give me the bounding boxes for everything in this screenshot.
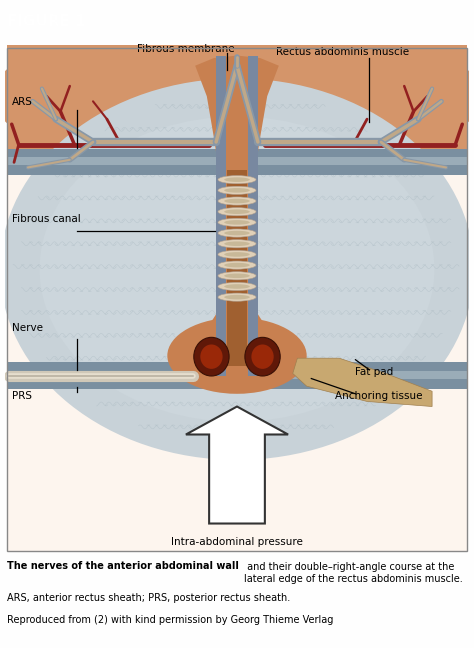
- Circle shape: [245, 338, 280, 376]
- Ellipse shape: [224, 231, 250, 235]
- Ellipse shape: [218, 207, 256, 216]
- Circle shape: [251, 345, 273, 369]
- Text: Reproduced from (2) with kind permission by Georg Thieme Verlag: Reproduced from (2) with kind permission…: [7, 616, 334, 625]
- Ellipse shape: [218, 218, 256, 226]
- Ellipse shape: [218, 272, 256, 280]
- Ellipse shape: [218, 186, 256, 194]
- Ellipse shape: [218, 229, 256, 237]
- Text: Nerve: Nerve: [12, 323, 43, 333]
- Circle shape: [201, 345, 223, 369]
- Text: The nerves of the anterior abdominal wall: The nerves of the anterior abdominal wal…: [7, 561, 239, 570]
- Ellipse shape: [224, 178, 250, 182]
- Text: Rectus abdominis muscle: Rectus abdominis muscle: [276, 47, 410, 56]
- Ellipse shape: [224, 295, 250, 299]
- FancyBboxPatch shape: [7, 157, 467, 165]
- Ellipse shape: [40, 117, 434, 422]
- Bar: [227, 170, 247, 366]
- Ellipse shape: [224, 273, 250, 278]
- Bar: [7, 45, 467, 172]
- Circle shape: [208, 339, 225, 357]
- Ellipse shape: [218, 240, 256, 248]
- Polygon shape: [191, 56, 283, 366]
- Text: Fibrous canal: Fibrous canal: [12, 214, 81, 224]
- Bar: [248, 56, 258, 376]
- Ellipse shape: [218, 176, 256, 184]
- Circle shape: [194, 338, 229, 376]
- Text: The nerves of the anterior abdominal wall: The nerves of the anterior abdominal wal…: [0, 647, 1, 648]
- Text: FIGURE 1: FIGURE 1: [7, 14, 86, 29]
- Ellipse shape: [224, 252, 250, 257]
- Text: Fat pad: Fat pad: [356, 367, 394, 377]
- Ellipse shape: [0, 78, 474, 460]
- Ellipse shape: [167, 318, 307, 394]
- Ellipse shape: [218, 250, 256, 259]
- Ellipse shape: [218, 283, 256, 290]
- Ellipse shape: [218, 197, 256, 205]
- Text: Fibrous membrane: Fibrous membrane: [137, 44, 235, 54]
- Circle shape: [249, 339, 266, 357]
- Ellipse shape: [224, 220, 250, 225]
- FancyBboxPatch shape: [7, 362, 467, 389]
- Ellipse shape: [224, 263, 250, 268]
- Ellipse shape: [224, 188, 250, 192]
- Bar: [216, 56, 226, 376]
- Text: PRS: PRS: [12, 391, 32, 401]
- Ellipse shape: [224, 284, 250, 289]
- Ellipse shape: [0, 15, 474, 178]
- Ellipse shape: [224, 209, 250, 214]
- Text: Anchoring tissue: Anchoring tissue: [335, 391, 422, 401]
- FancyBboxPatch shape: [7, 148, 467, 175]
- Ellipse shape: [224, 242, 250, 246]
- Text: and their double–right-angle course at the lateral edge of the rectus abdominis : and their double–right-angle course at t…: [244, 562, 463, 584]
- Ellipse shape: [218, 293, 256, 301]
- Text: ARS, anterior rectus sheath; PRS, posterior rectus sheath.: ARS, anterior rectus sheath; PRS, poster…: [7, 592, 291, 603]
- Text: Intra-abdominal pressure: Intra-abdominal pressure: [171, 537, 303, 547]
- Ellipse shape: [218, 261, 256, 269]
- FancyBboxPatch shape: [7, 371, 467, 378]
- Polygon shape: [293, 358, 432, 406]
- Ellipse shape: [224, 199, 250, 203]
- FancyArrow shape: [186, 406, 288, 524]
- Text: ARS: ARS: [12, 97, 33, 108]
